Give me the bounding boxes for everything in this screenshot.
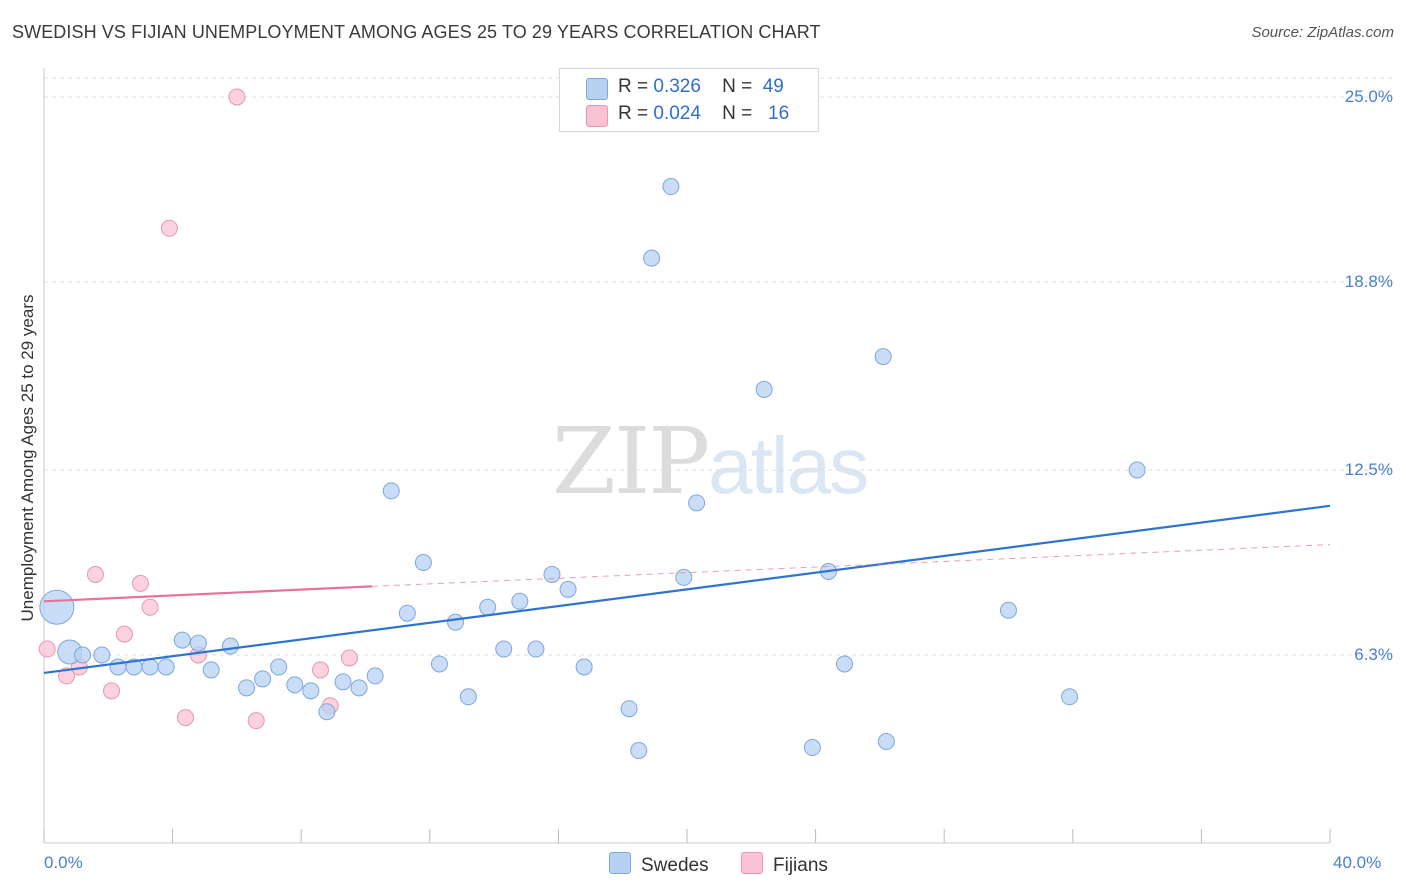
swedes-trend-line bbox=[43, 504, 1331, 675]
swedes-point bbox=[302, 682, 320, 700]
swedes-point bbox=[1061, 688, 1079, 706]
fijians-point bbox=[86, 565, 104, 583]
watermark: ZIPatlas bbox=[552, 408, 869, 515]
swedes-point bbox=[643, 249, 661, 267]
legend-swatch-swedes bbox=[609, 852, 631, 874]
source-credit: Source: ZipAtlas.com bbox=[1251, 24, 1394, 41]
legend-r-fijians: 0.024 bbox=[653, 103, 701, 124]
swedes-point bbox=[39, 589, 75, 625]
swedes-point bbox=[479, 598, 497, 616]
swedes-point bbox=[543, 565, 561, 583]
legend-n-label: N = bbox=[722, 76, 753, 97]
swedes-point bbox=[382, 482, 400, 500]
fijians-trend-line bbox=[43, 585, 372, 603]
swedes-point bbox=[877, 733, 895, 751]
swedes-point bbox=[189, 634, 207, 652]
fijians-point bbox=[160, 219, 178, 237]
fijians-point bbox=[131, 574, 149, 592]
data-points bbox=[38, 88, 1146, 759]
y-axis-label: Unemployment Among Ages 25 to 29 years bbox=[18, 294, 37, 622]
fijians-point bbox=[176, 709, 194, 727]
swedes-point bbox=[495, 640, 513, 658]
y-tick-label: 12.5% bbox=[1344, 460, 1393, 479]
swedes-point bbox=[109, 658, 127, 676]
axes bbox=[43, 68, 1331, 844]
legend-n-fijians: 16 bbox=[768, 103, 790, 124]
swedes-point bbox=[430, 655, 448, 673]
swedes-point bbox=[836, 655, 854, 673]
legend-r-label: R = bbox=[618, 76, 649, 97]
swedes-point bbox=[675, 568, 693, 586]
y-tick-label: 25.0% bbox=[1344, 87, 1393, 106]
swedes-point bbox=[366, 667, 384, 685]
swedes-point bbox=[575, 658, 593, 676]
legend-n-label: N = bbox=[722, 103, 753, 124]
x-tick-max: 40.0% bbox=[1333, 853, 1382, 872]
fijians-point bbox=[247, 712, 265, 730]
swedes-point bbox=[350, 679, 368, 697]
swedes-point bbox=[157, 658, 175, 676]
fijians-point bbox=[115, 625, 133, 643]
swedes-point bbox=[511, 592, 529, 610]
swedes-point bbox=[874, 348, 892, 366]
legend-item-fijians[interactable]: Fijians bbox=[741, 852, 828, 877]
swedes-point bbox=[318, 703, 336, 721]
correlation-legend: R = 0.326 N = 49 R = 0.024 N = 16 bbox=[559, 68, 819, 132]
y-tick-label: 18.8% bbox=[1344, 272, 1393, 291]
fijians-point bbox=[141, 598, 159, 616]
swedes-point bbox=[238, 679, 256, 697]
swedes-point bbox=[688, 494, 706, 512]
grid-lines bbox=[44, 77, 1394, 656]
swedes-point bbox=[620, 700, 638, 718]
swedes-point bbox=[527, 640, 545, 658]
swedes-point bbox=[74, 646, 92, 664]
y-tick-label: 6.3% bbox=[1354, 645, 1393, 664]
swedes-point bbox=[1000, 601, 1017, 619]
swedes-point bbox=[459, 688, 477, 706]
legend-swatch-fijians bbox=[586, 105, 608, 127]
fijians-trend-line-projected bbox=[371, 544, 1331, 587]
trend-lines bbox=[43, 504, 1331, 675]
swedes-point bbox=[254, 670, 272, 688]
fijians-point bbox=[103, 682, 121, 700]
swedes-point bbox=[221, 637, 239, 655]
watermark-zip: ZIP bbox=[552, 408, 710, 515]
legend-swatch-fijians bbox=[741, 852, 763, 874]
swedes-point bbox=[334, 673, 352, 691]
legend-r-swedes: 0.326 bbox=[653, 76, 701, 97]
swedes-point bbox=[414, 554, 432, 572]
swedes-point bbox=[202, 661, 220, 679]
swedes-point bbox=[662, 178, 680, 196]
legend-label-swedes: Swedes bbox=[641, 855, 709, 876]
chart-title: SWEDISH VS FIJIAN UNEMPLOYMENT AMONG AGE… bbox=[12, 22, 821, 42]
swedes-point bbox=[1128, 461, 1146, 479]
swedes-point bbox=[559, 580, 577, 598]
swedes-point bbox=[141, 658, 159, 676]
swedes-point bbox=[803, 739, 821, 757]
fijians-point bbox=[311, 661, 329, 679]
legend-label-fijians: Fijians bbox=[773, 855, 828, 876]
swedes-point bbox=[270, 658, 288, 676]
fijians-point bbox=[228, 88, 246, 106]
legend-n-swedes: 49 bbox=[762, 76, 784, 97]
watermark-atlas: atlas bbox=[708, 421, 869, 510]
legend-item-swedes[interactable]: Swedes bbox=[609, 852, 709, 877]
fijians-point bbox=[58, 667, 76, 685]
fijians-point bbox=[38, 640, 56, 658]
legend-r-label: R = bbox=[618, 103, 649, 124]
swedes-point bbox=[173, 631, 191, 649]
fijians-point bbox=[340, 649, 358, 667]
swedes-point bbox=[630, 741, 648, 759]
swedes-point bbox=[447, 613, 465, 631]
swedes-point bbox=[286, 676, 304, 694]
swedes-point bbox=[93, 646, 111, 664]
legend-swatch-swedes bbox=[586, 78, 608, 100]
x-tick-min: 0.0% bbox=[44, 853, 83, 872]
swedes-point bbox=[755, 380, 773, 398]
swedes-point bbox=[398, 604, 416, 622]
